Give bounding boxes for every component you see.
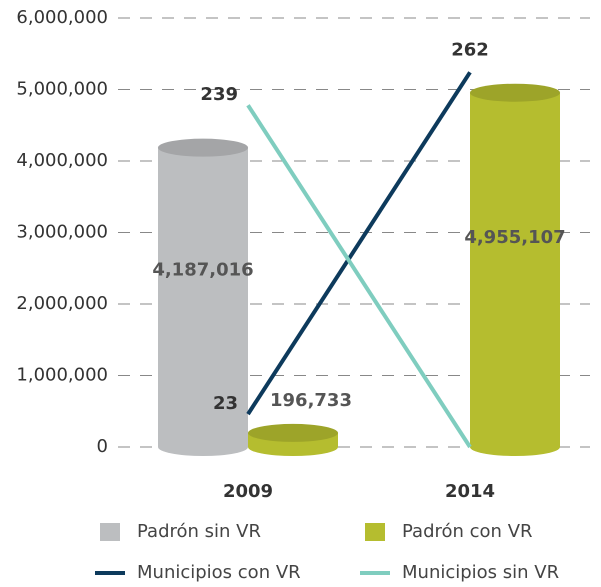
legend-label: Municipios sin VR xyxy=(402,562,559,583)
data-label: 262 xyxy=(451,39,489,60)
y-tick-label: 0 xyxy=(97,436,108,457)
data-label: 4,187,016 xyxy=(152,259,253,280)
line xyxy=(246,104,472,449)
data-label: 196,733 xyxy=(270,390,352,411)
y-tick-label: 4,000,000 xyxy=(16,150,108,171)
bar-body xyxy=(158,147,248,447)
legend-label: Padrón sin VR xyxy=(137,521,261,542)
legend-swatch xyxy=(365,523,385,541)
bar xyxy=(248,423,338,456)
bar-body xyxy=(470,92,560,448)
bar xyxy=(158,138,248,456)
bar-top xyxy=(248,423,338,442)
data-label: 23 xyxy=(213,393,238,414)
data-label: 239 xyxy=(200,84,238,105)
data-label: 4,955,107 xyxy=(464,227,565,248)
bar xyxy=(470,83,560,456)
y-tick-label: 1,000,000 xyxy=(16,365,108,386)
legend-label: Municipios con VR xyxy=(137,562,301,583)
bar-top xyxy=(158,138,248,157)
y-tick-label: 5,000,000 xyxy=(16,79,108,100)
legend-label: Padrón con VR xyxy=(402,521,533,542)
y-tick-label: 6,000,000 xyxy=(16,7,108,28)
y-tick-label: 3,000,000 xyxy=(16,222,108,243)
line xyxy=(246,71,472,416)
x-tick-label: 2009 xyxy=(223,481,273,502)
y-tick-label: 2,000,000 xyxy=(16,293,108,314)
bar-top xyxy=(470,83,560,102)
legend-swatch xyxy=(100,523,120,541)
x-tick-label: 2014 xyxy=(445,481,495,502)
